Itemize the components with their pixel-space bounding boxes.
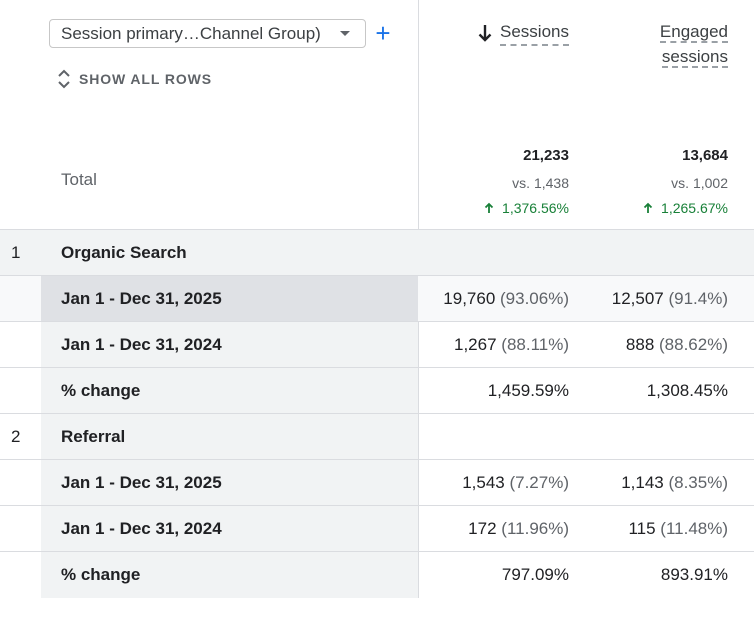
add-dimension-button[interactable]: +	[375, 18, 391, 48]
engaged-cell: 893.91%	[660, 565, 728, 584]
engaged-cell: 888 (88.62%)	[626, 322, 728, 367]
sessions-percent: (11.96%)	[501, 519, 569, 538]
sessions-value: 172	[468, 519, 497, 538]
engaged-total-change: 1,265.67%	[643, 199, 728, 217]
dimension-selector-value: Session primary…Channel Group)	[61, 23, 321, 43]
engaged-value: 12,507	[611, 289, 664, 308]
period-label: % change	[41, 368, 418, 413]
engaged-cell: 1,308.45%	[646, 381, 728, 400]
engaged-value: 1,143	[621, 473, 664, 492]
engaged-value: 115	[628, 519, 656, 538]
engaged-header-label-line1: Engaged	[659, 22, 728, 43]
engaged-percent: (8.35%)	[668, 473, 728, 492]
period-label: Jan 1 - Dec 31, 2025	[41, 276, 418, 321]
sessions-total-value: 21,233	[523, 147, 569, 164]
period-label: Jan 1 - Dec 31, 2024	[41, 506, 418, 551]
sessions-cell: 172 (11.96%)	[468, 506, 569, 551]
sessions-total: 21,233 vs. 1,438 1,376.56%	[484, 147, 569, 217]
period-label: Jan 1 - Dec 31, 2024	[41, 322, 418, 367]
engaged-total-change-value: 1,265.67%	[661, 200, 728, 216]
engaged-percent: (88.62%)	[659, 335, 728, 354]
sessions-value: 19,760	[443, 289, 496, 308]
engaged-total-vs: vs. 1,002	[671, 175, 728, 191]
sessions-cell: 1,459.59%	[487, 381, 569, 400]
sessions-value: 1,267	[454, 335, 497, 354]
sessions-total-change-value: 1,376.56%	[502, 200, 569, 216]
arrow-up-icon	[643, 202, 653, 213]
dropdown-caret-icon	[340, 31, 350, 36]
table-row[interactable]: % change 797.09% 893.91%	[0, 551, 754, 598]
table-row[interactable]: % change 1,459.59% 1,308.45%	[0, 367, 754, 413]
row-index: 1	[11, 243, 21, 262]
row-index: 2	[11, 427, 21, 446]
engaged-total-value: 13,684	[682, 147, 728, 164]
engaged-percent: (11.48%)	[660, 519, 728, 538]
dimension-selector[interactable]: Session primary…Channel Group)	[49, 19, 366, 48]
engaged-cell: 1,143 (8.35%)	[621, 460, 728, 505]
engaged-cell: 115 (11.48%)	[628, 506, 728, 551]
sessions-cell: 1,543 (7.27%)	[462, 460, 569, 505]
unfold-icon	[58, 69, 70, 89]
sessions-cell: 1,267 (88.11%)	[454, 322, 569, 367]
group-label: Referral	[41, 414, 418, 459]
sessions-percent: (7.27%)	[509, 473, 569, 492]
table-row[interactable]: Jan 1 - Dec 31, 2025 1,543 (7.27%) 1,143…	[0, 459, 754, 505]
arrow-up-icon	[484, 202, 494, 213]
engaged-sessions-column-header[interactable]: Engaged sessions	[608, 19, 728, 69]
sessions-percent: (88.11%)	[501, 335, 569, 354]
period-label: Jan 1 - Dec 31, 2025	[41, 460, 418, 505]
group-label: Organic Search	[61, 243, 187, 262]
sessions-column-header[interactable]: Sessions	[478, 19, 569, 46]
engaged-value: 888	[625, 335, 655, 354]
group-row-referral[interactable]: 2 Referral	[0, 413, 754, 459]
engaged-percent: (91.4%)	[668, 289, 728, 308]
sessions-header-label: Sessions	[500, 19, 569, 46]
sessions-cell: 19,760 (93.06%)	[443, 276, 569, 321]
total-label: Total	[61, 170, 97, 189]
engaged-cell: 12,507 (91.4%)	[612, 276, 728, 321]
engaged-header-label-line2: sessions	[661, 47, 728, 68]
sessions-percent: (93.06%)	[500, 289, 569, 308]
period-label: % change	[41, 552, 418, 598]
table-row[interactable]: Jan 1 - Dec 31, 2024 172 (11.96%) 115 (1…	[0, 505, 754, 551]
group-row-organic-search[interactable]: 1 Organic Search	[0, 229, 754, 275]
table-row[interactable]: Jan 1 - Dec 31, 2024 1,267 (88.11%) 888 …	[0, 321, 754, 367]
sessions-value: 1,543	[462, 473, 505, 492]
engaged-total: 13,684 vs. 1,002 1,265.67%	[643, 147, 728, 217]
arrow-down-icon	[478, 24, 492, 42]
show-all-rows-label: SHOW ALL ROWS	[79, 71, 213, 87]
sessions-total-vs: vs. 1,438	[512, 175, 569, 191]
sessions-cell: 797.09%	[501, 565, 569, 584]
table-row[interactable]: Jan 1 - Dec 31, 2025 19,760 (93.06%) 12,…	[0, 275, 754, 321]
sessions-total-change: 1,376.56%	[484, 199, 569, 217]
show-all-rows-button[interactable]: SHOW ALL ROWS	[58, 68, 212, 90]
